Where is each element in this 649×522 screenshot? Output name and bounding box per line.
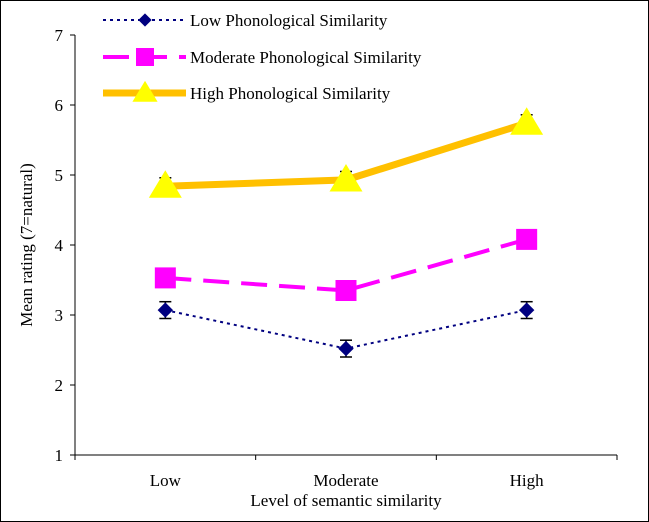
- data-point-diamond: [338, 340, 354, 357]
- x-tick-label: High: [510, 471, 545, 490]
- series-1: [157, 300, 535, 358]
- legend-marker-triangle: [132, 80, 158, 102]
- y-axis-title: Mean rating (7=natural): [17, 163, 36, 326]
- y-tick-label: 2: [55, 376, 64, 395]
- x-tick-label: Moderate: [313, 471, 378, 490]
- legend-item-3: High Phonological Similarity: [103, 80, 391, 103]
- y-tick-label: 5: [55, 166, 64, 185]
- y-tick-label: 3: [55, 306, 64, 325]
- legend-marker-square: [136, 48, 154, 66]
- y-tick-label: 1: [55, 446, 64, 465]
- data-point-square: [154, 267, 176, 289]
- x-tick-label: Low: [150, 471, 182, 490]
- y-tick-label: 6: [55, 96, 64, 115]
- x-axis-title: Level of semantic similarity: [250, 491, 442, 510]
- data-point-diamond: [518, 302, 535, 318]
- legend-item-1: Low Phonological Similarity: [103, 11, 388, 30]
- legend-marker-diamond: [138, 13, 152, 27]
- data-point-triangle: [329, 163, 363, 192]
- legend-label: Moderate Phonological Similarity: [190, 48, 422, 67]
- series-3: [148, 107, 544, 198]
- y-tick-group: 1 2 3 4 5 6 7: [55, 26, 75, 465]
- data-point-square: [516, 228, 538, 250]
- y-tick-label: 7: [55, 26, 64, 45]
- data-point-diamond: [157, 302, 174, 318]
- legend-label: Low Phonological Similarity: [190, 11, 388, 30]
- legend-item-2: Moderate Phonological Similarity: [103, 48, 422, 67]
- data-point-triangle: [148, 170, 182, 198]
- data-point-triangle: [510, 107, 544, 135]
- series-2: [154, 228, 538, 301]
- x-tick-group: Low Moderate High: [74, 455, 618, 490]
- legend: Low Phonological Similarity Moderate Phon…: [103, 11, 422, 103]
- legend-label: High Phonological Similarity: [190, 84, 391, 103]
- data-point-square: [335, 280, 357, 301]
- y-tick-label: 4: [55, 236, 64, 255]
- series-layer: [148, 107, 544, 358]
- series-line: [165, 237, 528, 293]
